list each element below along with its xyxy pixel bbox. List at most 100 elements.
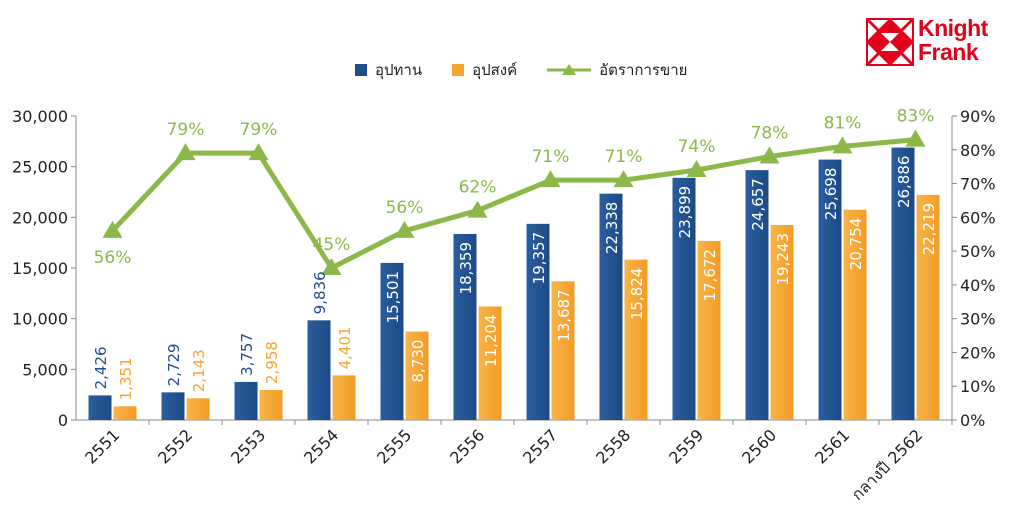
knight-frank-logo-text: Knight Frank (918, 16, 988, 64)
bar-supply (161, 392, 185, 420)
y2-tick-label: 80% (960, 141, 996, 160)
knight-frank-logo: Knight Frank (866, 16, 1006, 70)
data-label-demand: 2,958 (263, 341, 281, 384)
x-tick-label: 2551 (81, 425, 123, 467)
x-tick-label: 2559 (665, 425, 707, 467)
data-label-demand: 1,351 (117, 357, 135, 400)
bar-demand (697, 240, 721, 420)
y-tick-label: 0 (58, 411, 68, 430)
sales-rate-label: 78% (751, 124, 789, 144)
y-tick-label: 30,000 (12, 107, 68, 126)
bar-supply (307, 320, 331, 420)
knight-frank-logo-mark-icon (866, 18, 914, 66)
data-label-demand: 2,143 (190, 349, 208, 392)
bar-demand (259, 390, 283, 420)
data-label-supply: 26,886 (895, 156, 913, 209)
legend: อุปทาน อุปสงค์ อัตราการขาย (355, 58, 717, 82)
bar-demand (478, 306, 502, 420)
y2-tick-label: 10% (960, 377, 996, 396)
legend-swatch-supply (355, 64, 367, 76)
y2-tick-label: 30% (960, 310, 996, 329)
bar-supply (88, 395, 112, 420)
x-tick-label: 2557 (519, 425, 561, 467)
bar-supply (672, 177, 696, 420)
brand-line2: Frank (918, 39, 979, 65)
sales-rate-point (102, 220, 123, 238)
data-label-demand: 22,219 (920, 203, 938, 256)
bar-supply (453, 233, 477, 420)
data-label-supply: 23,899 (676, 186, 694, 239)
data-label-supply: 24,657 (749, 178, 767, 231)
data-label-supply: 18,359 (457, 242, 475, 295)
sales-rate-label: 56% (94, 248, 132, 268)
data-label-demand: 19,243 (774, 233, 792, 286)
sales-rate-point (467, 200, 488, 218)
x-tick-label: 2554 (300, 425, 342, 467)
data-label-supply: 9,836 (311, 271, 329, 314)
data-label-demand: 15,824 (628, 268, 646, 321)
legend-label-sales-rate: อัตราการขาย (599, 61, 688, 79)
bar-demand (916, 194, 940, 420)
x-tick-label: 2558 (592, 425, 634, 467)
legend-line-triangle-icon (547, 64, 592, 75)
data-label-supply: 2,426 (92, 346, 110, 389)
sales-rate-label: 71% (532, 147, 570, 167)
data-label-supply: 22,338 (603, 202, 621, 255)
y2-tick-label: 70% (960, 175, 996, 194)
bar-demand (113, 406, 137, 420)
bar-supply (891, 147, 915, 420)
x-tick-label: 2552 (154, 425, 196, 467)
sales-rate-point (540, 170, 561, 188)
sales-rate-label: 83% (897, 107, 935, 127)
data-label-demand: 17,672 (701, 249, 719, 302)
sales-rate-point (686, 160, 707, 178)
bar-supply (526, 223, 550, 420)
data-label-demand: 13,687 (555, 289, 573, 342)
y-tick-label: 5,000 (22, 360, 68, 379)
sales-rate-line (110, 137, 916, 271)
sales-rate-point (613, 170, 634, 188)
sales-rate-label: 74% (678, 137, 716, 157)
legend-item-demand: อุปสงค์ (452, 58, 517, 82)
y-tick-label: 15,000 (12, 259, 68, 278)
x-tick-label: 2560 (738, 425, 780, 467)
sales-rate-point (394, 220, 415, 238)
x-tick-label: กลางปี 2562 (848, 425, 927, 504)
data-label-demand: 8,730 (409, 340, 427, 383)
bar-demand (624, 259, 648, 420)
sales-rate-label: 71% (605, 147, 643, 167)
y2-tick-label: 50% (960, 242, 996, 261)
bar-supply (380, 262, 404, 420)
x-tick-label: 2561 (811, 425, 853, 467)
y-tick-label: 20,000 (12, 208, 68, 227)
y2-tick-label: 60% (960, 208, 996, 227)
data-label-demand: 20,754 (847, 218, 865, 271)
sales-rate-point (175, 143, 196, 161)
data-label-supply: 15,501 (384, 271, 402, 324)
bar-demand (405, 331, 429, 420)
legend-label-supply: อุปทาน (375, 61, 423, 79)
sales-rate-point (759, 146, 780, 164)
data-label-supply: 25,698 (822, 168, 840, 221)
sales-rate-label: 45% (313, 235, 351, 255)
bar-supply (745, 170, 769, 420)
bar-demand (186, 398, 210, 420)
y-tick-label: 10,000 (12, 310, 68, 329)
sales-rate-label: 56% (386, 198, 424, 218)
y2-tick-label: 90% (960, 107, 996, 126)
data-label-demand: 11,204 (482, 314, 500, 367)
y2-tick-label: 0% (960, 411, 985, 430)
x-tick-label: 2553 (227, 425, 269, 467)
data-label-supply: 2,729 (165, 343, 183, 386)
y-tick-label: 25,000 (12, 158, 68, 177)
bar-demand (551, 281, 575, 420)
bar-demand (332, 375, 356, 420)
sales-rate-point (832, 136, 853, 154)
legend-item-sales-rate: อัตราการขาย (547, 58, 687, 82)
y2-tick-label: 20% (960, 343, 996, 362)
sales-rate-label: 79% (240, 120, 278, 140)
data-label-demand: 4,401 (336, 326, 354, 369)
brand-line1: Knight (918, 15, 988, 41)
bar-demand (843, 209, 867, 420)
